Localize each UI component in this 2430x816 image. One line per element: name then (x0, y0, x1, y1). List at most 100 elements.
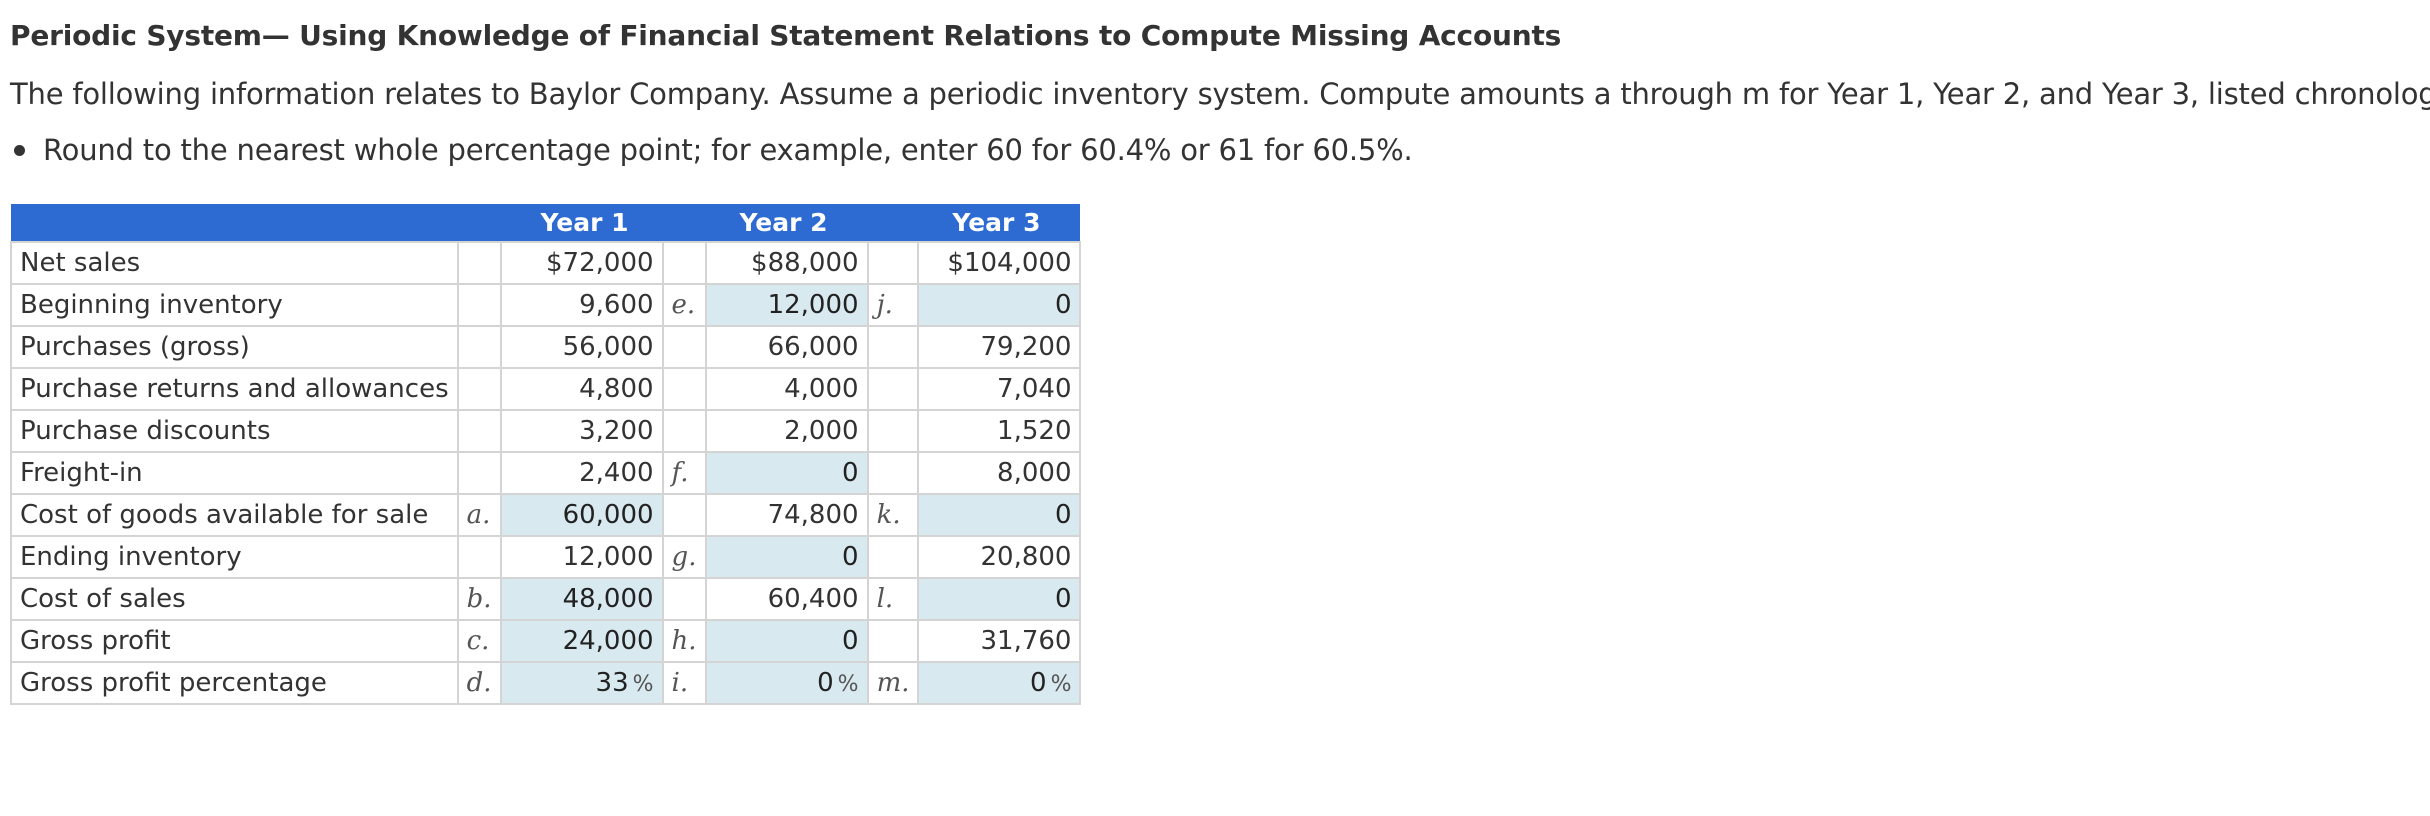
cell-value: 2,000 (784, 416, 859, 446)
answer-letter: d. (456, 661, 502, 705)
row-label: Purchase returns and allowances (10, 367, 459, 411)
answer-letter: i. (661, 661, 707, 705)
answer-letter (661, 325, 707, 369)
answer-letter (456, 283, 502, 327)
value-cell-y1: 2,400 (499, 451, 664, 495)
bullet-icon (14, 144, 25, 156)
value-cell-y2: 66,000 (704, 325, 869, 369)
value-cell-y2: $88,000 (704, 241, 869, 285)
cell-value: 12,000 (767, 290, 859, 320)
row-label: Cost of goods available for sale (10, 493, 459, 537)
answer-letter (456, 451, 502, 495)
column-header-year-3: Year 3 (867, 204, 1081, 242)
answer-letter (866, 367, 920, 411)
answer-input-y2[interactable]: 0 (704, 535, 869, 579)
table-row: Gross profit percentage d. 33% i. 0% m. 0% (10, 661, 1082, 705)
cell-value: 0 (817, 668, 834, 698)
row-label: Freight-in (10, 451, 459, 495)
answer-input-y3[interactable]: 0 (917, 493, 1082, 537)
row-label: Ending inventory (10, 535, 459, 579)
cell-value: 24,000 (562, 626, 654, 656)
cell-value: 31,760 (980, 626, 1072, 656)
cell-value: 0 (842, 626, 859, 656)
table-row: Purchase discounts 3,200 2,000 1,520 (10, 409, 1082, 453)
cell-value: $72,000 (546, 248, 654, 278)
answer-input-y2[interactable]: 0% (704, 661, 869, 705)
table-row: Cost of sales b. 48,000 60,400 l. 0 (10, 577, 1082, 621)
value-cell-y1: 3,200 (499, 409, 664, 453)
answer-letter: b. (456, 577, 502, 621)
cell-value: 74,800 (767, 500, 859, 530)
cell-value: 0 (1054, 500, 1072, 530)
answer-letter (866, 619, 920, 663)
answer-letter (661, 409, 707, 453)
value-cell-y1: 56,000 (499, 325, 664, 369)
row-label: Gross profit percentage (10, 661, 459, 705)
percent-suffix: % (1050, 672, 1072, 697)
cell-value: 0 (842, 542, 859, 572)
answer-input-y1[interactable]: 60,000 (499, 493, 664, 537)
value-cell-y3: 79,200 (917, 325, 1082, 369)
cell-value: 7,040 (997, 374, 1072, 404)
answer-input-y1[interactable]: 24,000 (499, 619, 664, 663)
row-label: Beginning inventory (10, 283, 459, 327)
table-row: Beginning inventory 9,600 e. 12,000 j. 0 (10, 283, 1082, 327)
answer-letter: f. (661, 451, 707, 495)
answer-letter: j. (866, 283, 920, 327)
answer-letter: l. (866, 577, 920, 621)
answer-input-y3[interactable]: 0 (917, 577, 1082, 621)
answer-letter (456, 241, 502, 285)
table-row: Purchases (gross) 56,000 66,000 79,200 (10, 325, 1082, 369)
cell-value: 9,600 (579, 290, 654, 320)
answer-input-y2[interactable]: 0 (704, 451, 869, 495)
answer-input-y1[interactable]: 48,000 (499, 577, 664, 621)
value-cell-y1: 4,800 (499, 367, 664, 411)
instruction-list: Round to the nearest whole percentage po… (10, 133, 1413, 167)
percent-suffix: % (632, 672, 654, 697)
cell-value: 20,800 (980, 542, 1072, 572)
problem-intro: The following information relates to Bay… (10, 77, 2430, 111)
cell-value: 2,400 (579, 458, 654, 488)
table-row: Net sales $72,000 $88,000 $104,000 (10, 241, 1082, 285)
row-label: Net sales (10, 241, 459, 285)
cell-value: $104,000 (947, 248, 1072, 278)
cell-value: 0 (1054, 290, 1072, 320)
answer-letter (661, 367, 707, 411)
value-cell-y3: 8,000 (917, 451, 1082, 495)
value-cell-y3: 20,800 (917, 535, 1082, 579)
answer-letter (456, 367, 502, 411)
answer-letter: a. (456, 493, 502, 537)
cell-value: 56,000 (562, 332, 654, 362)
answer-input-y3[interactable]: 0 (917, 283, 1082, 327)
table-row: Ending inventory 12,000 g. 0 20,800 (10, 535, 1082, 579)
answer-letter: c. (456, 619, 502, 663)
value-cell-y2: 74,800 (704, 493, 869, 537)
answer-letter: k. (866, 493, 920, 537)
column-header-year-1: Year 1 (11, 204, 663, 242)
value-cell-y3: 1,520 (917, 409, 1082, 453)
row-label: Cost of sales (10, 577, 459, 621)
table-row: Cost of goods available for sale a. 60,000… (10, 493, 1082, 537)
cell-value: 48,000 (562, 584, 654, 614)
cell-value: 8,000 (997, 458, 1072, 488)
answer-input-y2[interactable]: 12,000 (704, 283, 869, 327)
table-header-row: Year 1 Year 2 Year 3 (11, 204, 1081, 242)
value-cell-y2: 60,400 (704, 577, 869, 621)
answer-letter: m. (866, 661, 920, 705)
row-label: Purchases (gross) (10, 325, 459, 369)
cell-value: 3,200 (579, 416, 654, 446)
cell-value: 0 (1054, 584, 1072, 614)
row-label: Gross profit (10, 619, 459, 663)
answer-letter (866, 325, 920, 369)
percent-suffix: % (837, 672, 859, 697)
cell-value: 33 (595, 668, 629, 698)
cell-value: 0 (1030, 668, 1047, 698)
answer-input-y2[interactable]: 0 (704, 619, 869, 663)
answer-letter (661, 241, 707, 285)
value-cell-y3: 7,040 (917, 367, 1082, 411)
answer-input-y3[interactable]: 0% (917, 661, 1082, 705)
cell-value: 0 (842, 458, 859, 488)
answer-input-y1[interactable]: 33% (499, 661, 664, 705)
cell-value: 60,000 (562, 500, 654, 530)
column-header-year-2: Year 2 (662, 204, 868, 242)
